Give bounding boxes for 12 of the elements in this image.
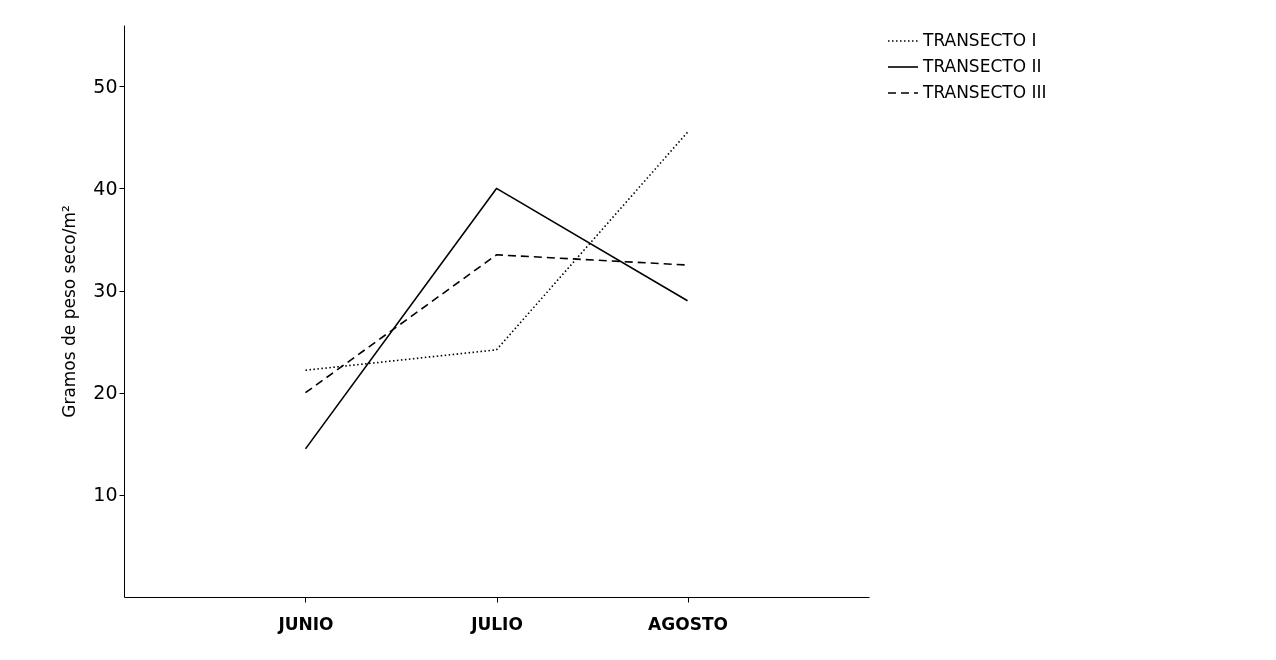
legend-label: TRANSECTO II xyxy=(922,56,1042,76)
y-tick-label: 30 xyxy=(93,279,118,302)
legend-label: TRANSECTO I xyxy=(922,30,1037,50)
x-tick-label: JULIO xyxy=(470,613,523,634)
x-tick-label: JUNIO xyxy=(277,613,334,634)
y-tick-label: 40 xyxy=(93,176,118,199)
y-axis-title: Gramos de peso seco/m² xyxy=(59,205,80,418)
y-tick-label: 20 xyxy=(93,381,118,404)
legend-label: TRANSECTO III xyxy=(922,82,1047,102)
x-tick-label: AGOSTO xyxy=(648,613,728,634)
y-tick-label: 50 xyxy=(93,74,118,97)
y-tick-label: 10 xyxy=(93,483,118,506)
